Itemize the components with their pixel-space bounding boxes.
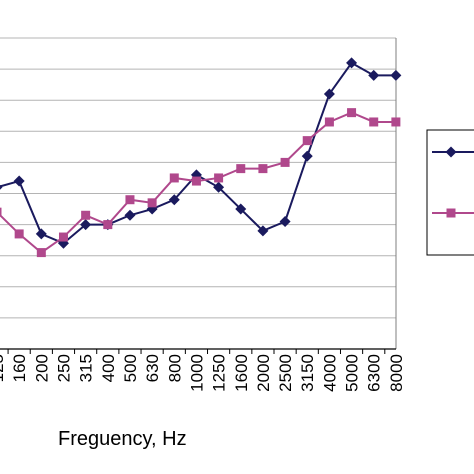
x-tick-label: 125	[0, 354, 7, 382]
data-point-square	[324, 117, 334, 127]
data-point-square	[214, 173, 224, 183]
data-point-diamond	[301, 150, 313, 162]
data-point-square	[36, 248, 46, 258]
x-tick-label: 250	[54, 354, 73, 382]
x-tick-label: 6300	[365, 354, 384, 392]
data-point-square	[280, 157, 290, 167]
x-tick-label: 4000	[320, 354, 339, 392]
legend-marker	[445, 146, 457, 158]
data-point-square	[58, 232, 68, 242]
data-point-diamond	[0, 184, 3, 190]
data-point-square	[14, 229, 24, 239]
data-point-square	[236, 164, 246, 174]
data-point-diamond	[13, 175, 25, 187]
series-lines	[0, 57, 402, 258]
legend	[426, 129, 474, 256]
data-point-diamond	[390, 69, 402, 81]
data-point-square	[347, 108, 357, 118]
legend-marker	[446, 208, 456, 218]
x-tick-label: 400	[99, 354, 118, 382]
data-point-diamond	[168, 194, 180, 206]
series-line-1	[0, 61, 396, 245]
data-point-square	[103, 220, 113, 230]
x-tick-label: 160	[10, 354, 29, 382]
x-axis-title: Freguency, Hz	[58, 428, 187, 450]
data-point-diamond	[368, 69, 380, 81]
x-tick-labels: 125 160 200 250 315 400 500 630 800 1000 1250 1600 2…	[0, 354, 406, 392]
x-tick-label: 3150	[298, 354, 317, 392]
data-point-square	[302, 136, 312, 146]
data-point-diamond	[124, 209, 136, 221]
x-tick-label: 2500	[276, 354, 295, 392]
data-point-diamond	[235, 203, 247, 215]
x-tick-label: 5000	[343, 354, 362, 392]
data-point-diamond	[35, 228, 47, 240]
x-tick-label: 200	[32, 354, 51, 382]
x-tick-label: 1600	[232, 354, 251, 392]
data-point-square	[391, 117, 401, 127]
data-point-square	[81, 210, 91, 220]
x-tick-label: 1250	[210, 354, 229, 392]
data-point-square	[369, 117, 379, 127]
data-point-diamond	[346, 57, 358, 69]
x-tick-label: 500	[121, 354, 140, 382]
data-point-square	[0, 207, 2, 217]
data-point-square	[191, 176, 201, 186]
data-point-diamond	[80, 219, 92, 231]
data-point-diamond	[279, 215, 291, 227]
x-tick-label: 1000	[187, 354, 206, 392]
x-tick-label: 315	[77, 354, 96, 382]
x-tick-label: 8000	[387, 354, 406, 392]
data-point-diamond	[323, 88, 335, 100]
data-point-square	[125, 195, 135, 205]
gridlines	[0, 37, 397, 354]
data-point-square	[169, 173, 179, 183]
x-tick-label: 2000	[254, 354, 273, 392]
data-point-diamond	[257, 225, 269, 237]
x-tick-label: 630	[143, 354, 162, 382]
data-point-diamond	[213, 181, 225, 193]
data-point-square	[258, 164, 268, 174]
data-point-square	[147, 198, 157, 208]
x-tick-label: 800	[165, 354, 184, 382]
